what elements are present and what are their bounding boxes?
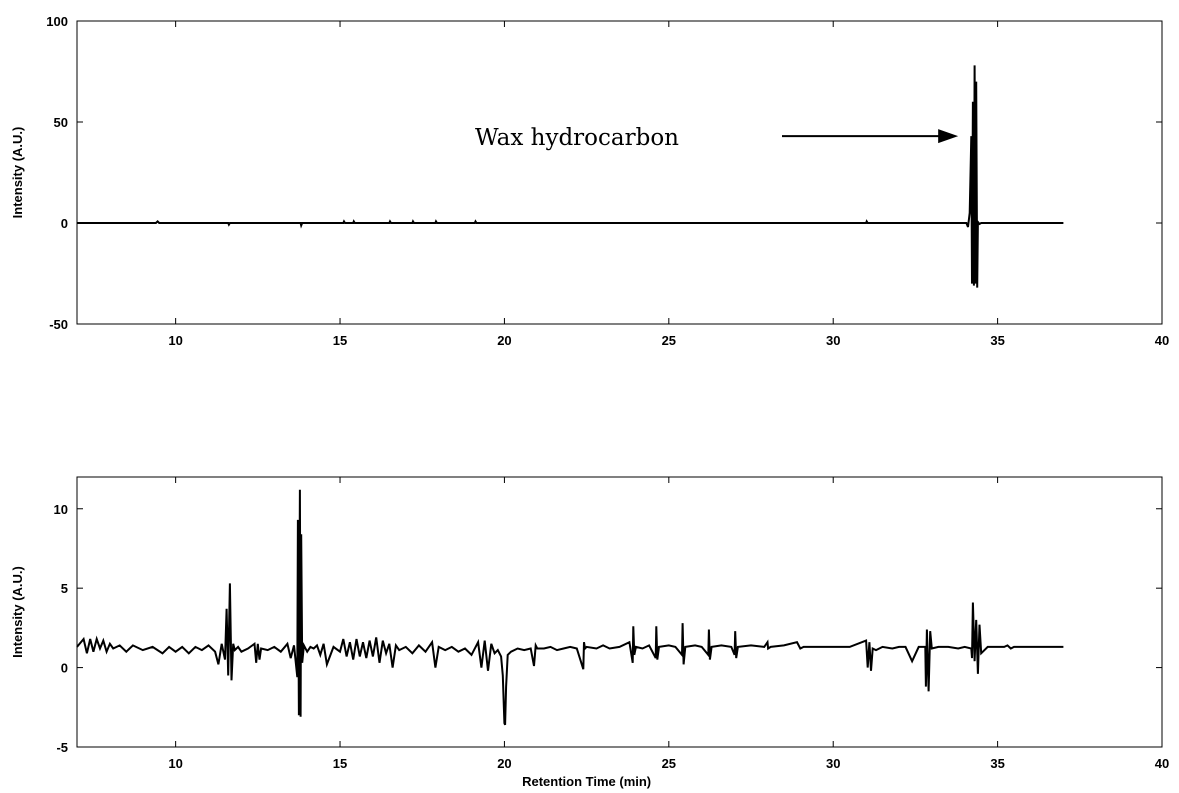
y-tick-label: 10	[54, 502, 68, 517]
x-tick-label: 20	[497, 756, 511, 771]
x-tick-label: 40	[1155, 756, 1169, 771]
bottom-panel-chart: 10 15 20 25 30 35 40 -5 0 5 10 Intensity (A.U.) Rete…	[10, 476, 1169, 789]
y-tick-label: 100	[46, 14, 68, 29]
y-tick-label: 0	[61, 216, 68, 231]
x-axis-title: Retention Time (min)	[522, 774, 651, 789]
y-axis-title: Intensity (A.U.)	[10, 566, 25, 658]
y-tick-label: 50	[54, 115, 68, 130]
top-panel-chart: 10 15 20 25 30 35 40 -50 0 50 100 Intensity (A.U.) W…	[10, 14, 1169, 348]
y-axis-title: Intensity (A.U.)	[10, 127, 25, 219]
x-tick-label: 25	[662, 756, 676, 771]
y-tick-label: 5	[61, 581, 68, 596]
x-tick-label: 20	[497, 333, 511, 348]
x-tick-label: 25	[662, 333, 676, 348]
x-tick-label: 10	[168, 333, 182, 348]
annotation-label: Wax hydrocarbon	[475, 125, 679, 151]
series-line-0	[76, 489, 1064, 726]
y-tick-label: -5	[56, 740, 68, 755]
series-line-0	[77, 65, 1064, 288]
annotation-arrow-head	[938, 129, 959, 144]
y-tick-label: -50	[49, 317, 68, 332]
x-tick-label: 35	[990, 333, 1004, 348]
x-tick-label: 40	[1155, 333, 1169, 348]
plot-frame	[76, 476, 1163, 748]
plot-frame	[76, 20, 1163, 325]
y-tick-label: 0	[61, 661, 68, 676]
x-tick-label: 35	[990, 756, 1004, 771]
x-tick-label: 15	[333, 756, 347, 771]
x-tick-label: 30	[826, 756, 840, 771]
x-tick-label: 30	[826, 333, 840, 348]
x-tick-label: 10	[168, 756, 182, 771]
x-tick-label: 15	[333, 333, 347, 348]
